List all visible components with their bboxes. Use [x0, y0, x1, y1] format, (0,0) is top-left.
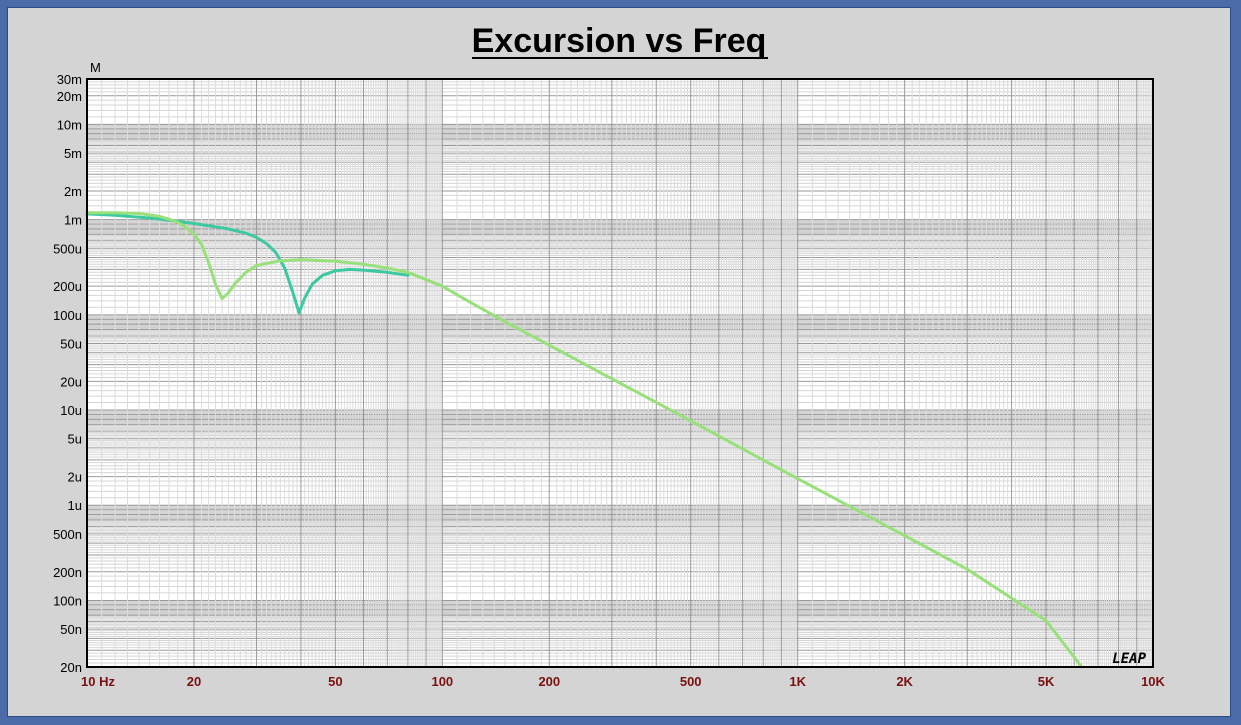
y-unit-label: M	[90, 60, 101, 75]
y-tick-label: 2u	[68, 470, 82, 485]
y-tick-label: 30m	[57, 72, 82, 87]
grid	[86, 78, 1153, 668]
x-tick-label: 10 Hz	[81, 674, 115, 689]
y-tick-label: 1m	[64, 213, 82, 228]
y-tick-label: 1u	[68, 498, 82, 513]
y-tick-label: 200u	[53, 279, 82, 294]
y-tick-label: 10u	[60, 403, 82, 418]
y-tick-label: 500n	[53, 527, 82, 542]
x-tick-label: 10K	[1141, 674, 1165, 689]
x-tick-label: 50	[328, 674, 342, 689]
x-tick-label: 1K	[789, 674, 806, 689]
x-tick-label: 2K	[896, 674, 913, 689]
y-tick-label: 5u	[68, 432, 82, 447]
series-line-1	[85, 212, 410, 315]
leap-logo: LEAP	[1112, 651, 1146, 667]
x-tick-label: 500	[680, 674, 702, 689]
chart-title: Excursion vs Freq	[472, 22, 767, 60]
y-tick-label: 5m	[64, 146, 82, 161]
y-tick-label: 50u	[60, 336, 82, 351]
x-tick-label: 100	[431, 674, 453, 689]
y-tick-label: 20u	[60, 374, 82, 389]
y-tick-label: 500u	[53, 241, 82, 256]
y-axis-ticks: 30m 20m 10m 5m 2m 1m 500u 200u 100u 50u 20u 10u 5u 2u…	[53, 72, 82, 675]
x-tick-label: 20	[187, 674, 201, 689]
x-axis-ticks: 10 Hz 20 50 100 200 500 1K 2K 5K 10K	[81, 674, 1166, 689]
y-tick-label: 100u	[53, 308, 82, 323]
y-tick-label: 10m	[57, 117, 82, 132]
x-tick-label: 200	[538, 674, 560, 689]
y-tick-label: 2m	[64, 184, 82, 199]
plot-border	[86, 78, 1154, 668]
y-tick-label: 100n	[53, 593, 82, 608]
y-tick-label: 20n	[60, 660, 82, 675]
y-tick-label: 20m	[57, 89, 82, 104]
series-line-2	[85, 211, 1084, 669]
x-tick-label: 5K	[1038, 674, 1055, 689]
plot-area	[87, 79, 1153, 667]
y-tick-label: 50n	[60, 622, 82, 637]
y-tick-label: 200n	[53, 565, 82, 580]
series-layer	[85, 211, 1084, 669]
